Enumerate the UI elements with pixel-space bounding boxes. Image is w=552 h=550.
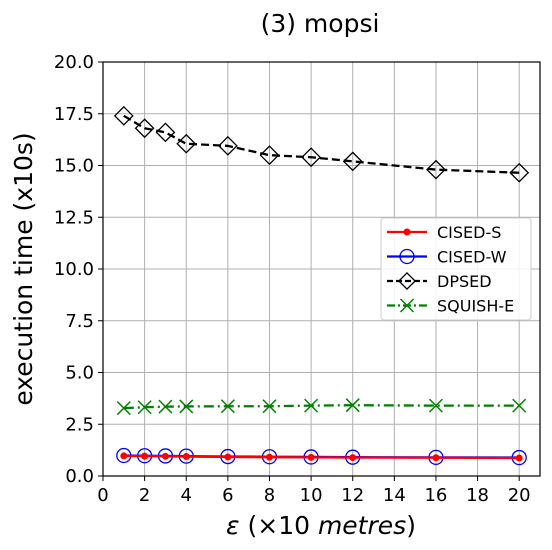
x-tick-label: 2: [139, 485, 150, 506]
y-tick-label: 17.5: [54, 104, 94, 125]
x-tick-label: 6: [222, 485, 233, 506]
marker-diamond: [113, 105, 134, 126]
marker-x: [158, 399, 173, 414]
marker-x: [179, 399, 194, 414]
marker-x: [512, 398, 527, 413]
legend-label: CISED-W: [437, 248, 507, 267]
marker-x: [116, 401, 131, 416]
x-ticks: 0 2 4 6 8 10 12 14 16 18 20: [97, 476, 531, 506]
legend-box: [380, 217, 532, 321]
x-tick-label: 0: [97, 485, 108, 506]
marker-dot: [349, 454, 357, 462]
marker-x: [220, 399, 235, 414]
marker-dot: [161, 452, 169, 460]
marker-diamond: [134, 118, 155, 139]
marker-diamond: [509, 162, 530, 183]
marker-dot: [224, 453, 232, 461]
y-tick-label: 20.0: [54, 52, 94, 73]
series-layer: [113, 105, 530, 466]
marker-dot: [515, 454, 523, 462]
marker-dot: [265, 453, 273, 461]
legend-item: SQUISH-E: [387, 297, 514, 316]
legend-label: SQUISH-E: [437, 297, 514, 316]
y-tick-label: 15.0: [54, 156, 94, 177]
marker-x: [304, 398, 319, 413]
y-tick-label: 10.0: [54, 259, 94, 280]
marker-circle: [399, 248, 415, 265]
marker-x: [137, 400, 152, 415]
legend: CISED-S CISED-W DPSED SQUISH-E: [380, 217, 532, 321]
y-axis-title: execution time (x10s): [9, 132, 38, 405]
x-tick-label: 12: [341, 485, 364, 506]
legend-item: DPSED: [387, 271, 492, 291]
legend-item: CISED-W: [387, 248, 507, 267]
x-tick-label: 8: [264, 485, 275, 506]
x-tick-label: 10: [300, 485, 323, 506]
legend-label: CISED-S: [437, 223, 501, 242]
x-tick-label: 16: [424, 485, 447, 506]
marker-x: [399, 298, 415, 313]
legend-item: CISED-S: [387, 223, 501, 242]
marker-diamond: [301, 147, 322, 168]
marker-diamond: [426, 159, 446, 180]
marker-dot: [182, 453, 190, 461]
series-dpsed: [113, 105, 530, 183]
marker-dot: [141, 452, 149, 460]
marker-diamond: [217, 135, 238, 156]
series-cised-s: [120, 452, 523, 462]
y-tick-label: 5.0: [65, 363, 94, 384]
y-tick-label: 0.0: [65, 466, 94, 487]
marker-x: [262, 399, 277, 414]
series-line: [123, 454, 520, 460]
marker-diamond: [259, 145, 280, 166]
marker-diamond: [176, 133, 197, 154]
marker-dot: [307, 453, 315, 461]
y-tick-label: 2.5: [65, 414, 94, 435]
y-tick-label: 12.5: [54, 207, 94, 228]
y-tick-label: 7.5: [65, 311, 94, 332]
x-axis-title: ε (×10 metres): [226, 511, 416, 540]
x-tick-label: 14: [383, 485, 406, 506]
x-tick-label: 4: [181, 485, 192, 506]
series-squish-e: [116, 398, 527, 416]
y-ticks: 0.0 2.5 5.0 7.5 10.0 12.5 15.0 17.5 20.0: [54, 52, 103, 487]
legend-label: DPSED: [437, 272, 492, 291]
chart-title: (3) mopsi: [261, 9, 380, 38]
marker-diamond: [397, 271, 417, 291]
marker-x: [345, 398, 360, 413]
marker-diamond: [155, 122, 176, 143]
x-tick-label: 18: [466, 485, 489, 506]
marker-dot: [403, 228, 411, 236]
series-line: [123, 114, 520, 174]
marker-dot: [120, 452, 128, 460]
marker-dot: [432, 454, 440, 462]
marker-diamond: [342, 151, 363, 172]
series-line: [123, 404, 520, 410]
marker-x: [428, 398, 443, 413]
x-tick-label: 20: [508, 485, 531, 506]
